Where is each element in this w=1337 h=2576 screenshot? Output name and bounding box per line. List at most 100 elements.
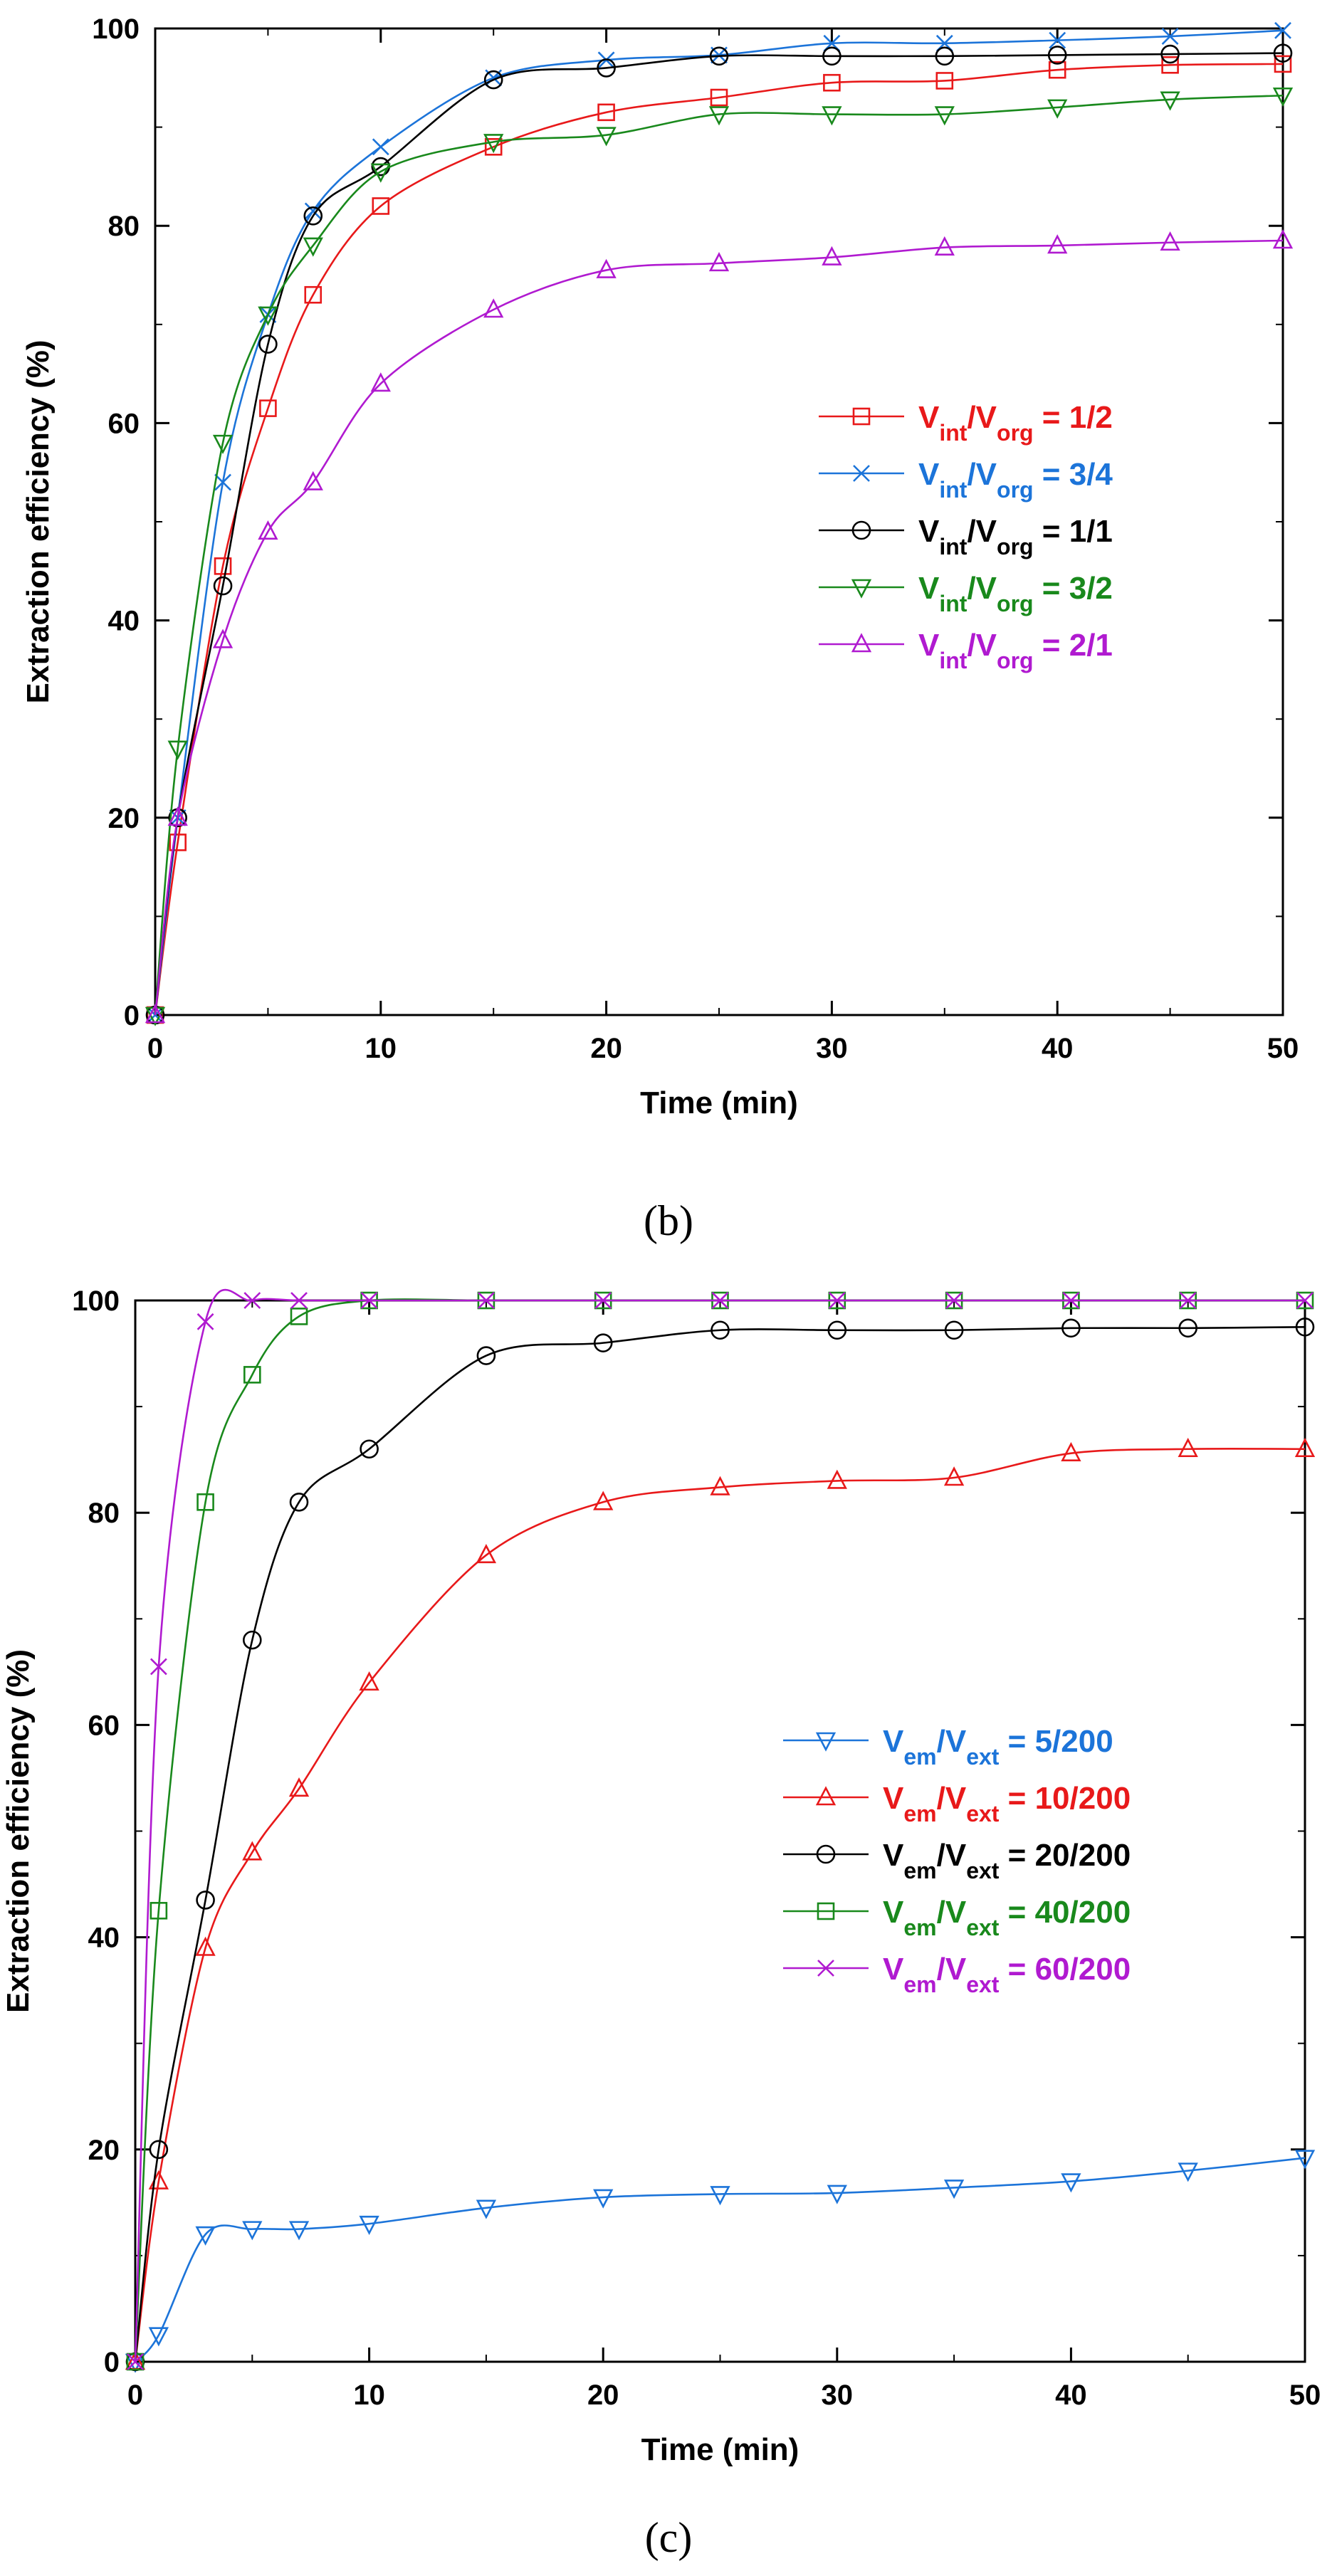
x-tick-label: 20: [590, 1033, 622, 1064]
y-axis-label: Extraction efficiency (%): [21, 340, 56, 703]
data-point: [290, 1308, 308, 1325]
data-point: [594, 1292, 612, 1309]
data-point: [1272, 87, 1294, 107]
legend-label: Vem/Vext = 60/200: [883, 1952, 1131, 1997]
legend-label-subscript: em: [903, 1744, 936, 1770]
legend-label-part: = 60/200: [999, 1952, 1131, 1987]
legend-label: Vint/Vorg = 1/2: [918, 400, 1113, 446]
data-point: [372, 197, 390, 215]
legend-label-part: V: [883, 1952, 904, 1987]
data-point: [1160, 231, 1180, 251]
data-point: [1047, 99, 1068, 119]
legend-label-subscript: ext: [966, 1801, 1000, 1826]
y-tick-label: 60: [108, 408, 140, 439]
data-point: [593, 1333, 613, 1352]
legend-label-subscript: org: [997, 534, 1034, 559]
data-point: [596, 127, 617, 147]
data-point: [710, 88, 728, 107]
x-tick-label: 50: [1267, 1033, 1299, 1064]
legend-label-subscript: int: [939, 534, 967, 559]
data-point: [169, 834, 187, 851]
data-point: [934, 236, 955, 256]
data-point: [1178, 2162, 1198, 2182]
legend-label-subscript: ext: [966, 1744, 1000, 1770]
data-point: [484, 138, 503, 156]
data-point: [359, 2215, 379, 2235]
data-point: [258, 306, 278, 326]
legend-label-part: V: [883, 1895, 904, 1930]
data-point: [1160, 44, 1180, 64]
data-point: [258, 335, 278, 354]
x-tick-label: 20: [587, 2380, 619, 2411]
legend-label: Vint/Vorg = 3/4: [918, 457, 1113, 503]
legend-label-part: /V: [937, 1724, 967, 1759]
legend-marker: [851, 520, 871, 540]
data-point: [477, 1292, 495, 1309]
x-tick-label: 10: [365, 1033, 397, 1064]
data-point: [242, 1630, 262, 1650]
x-tick-label: 0: [127, 2380, 143, 2411]
y-tick-label: 80: [108, 211, 140, 242]
data-point: [711, 1320, 730, 1340]
legend-label-part: = 3/4: [1034, 457, 1113, 492]
legend-label-part: V: [883, 1838, 904, 1873]
data-point: [944, 1320, 964, 1340]
data-point: [213, 576, 233, 596]
data-point: [259, 399, 277, 417]
legend-marker: [817, 1960, 834, 1977]
data-point: [935, 46, 955, 66]
legend-label-part: = 10/200: [999, 1781, 1131, 1816]
data-point: [1061, 1318, 1081, 1338]
data-point: [1273, 43, 1293, 63]
data-point: [304, 285, 323, 304]
series-line: [154, 63, 1284, 1016]
legend-label-part: /V: [967, 514, 997, 549]
data-point: [289, 1492, 309, 1512]
legend-marker: [851, 579, 872, 599]
x-axis-label: Time (min): [641, 2432, 799, 2467]
data-point: [945, 1292, 963, 1309]
y-tick-label: 0: [124, 1000, 140, 1031]
data-point: [597, 103, 615, 122]
x-axis-label: Time (min): [640, 1085, 798, 1120]
data-point: [1294, 1437, 1316, 1458]
legend-label-subscript: ext: [966, 1858, 1000, 1883]
data-point: [1047, 46, 1067, 65]
series-line: [134, 1325, 1306, 2362]
data-point: [196, 1313, 214, 1330]
legend-label-subscript: em: [903, 1858, 936, 1883]
y-tick-label: 60: [88, 1710, 120, 1741]
legend-label-part: V: [883, 1724, 904, 1759]
data-point: [710, 2186, 730, 2206]
data-point: [303, 237, 323, 257]
series-line: [154, 52, 1284, 1016]
data-point: [370, 163, 391, 183]
legend-label-part: V: [918, 400, 940, 435]
legend-label-part: /V: [967, 457, 997, 492]
data-point: [149, 2140, 169, 2160]
y-tick-label: 20: [108, 803, 140, 834]
data-point: [303, 470, 323, 490]
legend-label-part: = 1/2: [1034, 400, 1113, 435]
data-point: [593, 1491, 614, 1510]
legend-label-subscript: ext: [966, 1915, 1000, 1940]
series-line: [154, 239, 1284, 1016]
legend-label: Vem/Vext = 10/200: [883, 1781, 1131, 1826]
data-point: [196, 1493, 214, 1511]
data-point: [1179, 1292, 1197, 1309]
data-point: [1274, 55, 1292, 73]
data-point: [943, 2180, 965, 2199]
x-tick-label: 50: [1289, 2380, 1321, 2411]
legend-label-part: = 5/200: [999, 1724, 1113, 1759]
legend-marker: [815, 1786, 837, 1806]
data-point: [243, 1366, 261, 1384]
x-tick-label: 40: [1055, 2380, 1087, 2411]
legend-label-subscript: int: [939, 420, 967, 446]
legend-label-subscript: int: [939, 591, 967, 616]
data-point: [709, 46, 729, 66]
data-point: [1161, 56, 1179, 74]
data-point: [290, 1292, 308, 1309]
data-point: [822, 106, 842, 126]
